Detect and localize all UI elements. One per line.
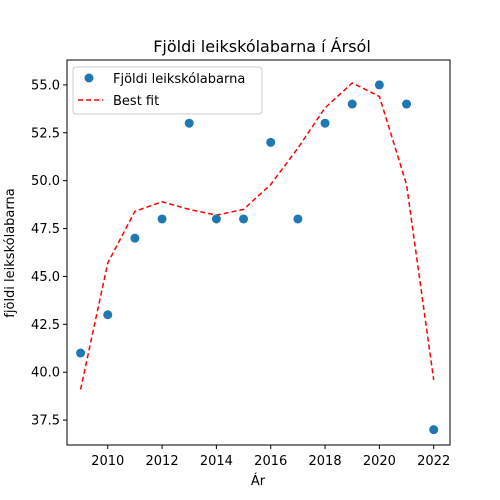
plot-area-frame bbox=[66, 59, 451, 446]
x-tick-label: 2010 bbox=[91, 454, 124, 469]
legend: Fjöldi leikskólabarna Best fit bbox=[72, 66, 263, 115]
y-tick-label: 47.5 bbox=[31, 222, 60, 237]
x-tick-label: 2022 bbox=[417, 454, 450, 469]
x-tick-label: 2014 bbox=[200, 454, 233, 469]
x-tick-label: 2020 bbox=[363, 454, 396, 469]
y-axis-label: fjöldi leikskólabarna bbox=[3, 188, 18, 317]
legend-box bbox=[72, 66, 263, 115]
y-tick-label: 45.0 bbox=[31, 270, 60, 285]
scatter-point bbox=[157, 214, 167, 224]
best-fit-line bbox=[79, 82, 435, 390]
best-fit-layer bbox=[79, 82, 435, 390]
x-tick-label: 2012 bbox=[146, 454, 179, 469]
scatter-point bbox=[429, 425, 439, 435]
scatter-point bbox=[76, 348, 86, 358]
scatter-point bbox=[184, 118, 194, 128]
scatter-point bbox=[374, 80, 384, 90]
scatter-point bbox=[266, 137, 276, 147]
scatter-point bbox=[293, 214, 303, 224]
y-tick-label: 50.0 bbox=[31, 174, 60, 189]
scatter-point bbox=[103, 310, 113, 320]
x-tick-label: 2018 bbox=[309, 454, 342, 469]
scatter-point bbox=[402, 99, 412, 109]
y-axis-ticks: 37.5 40.0 42.5 45.0 47.5 50.0 52.5 55.0 bbox=[31, 78, 67, 429]
y-tick-label: 40.0 bbox=[31, 366, 60, 381]
scatter-point bbox=[211, 214, 221, 224]
y-tick-label: 37.5 bbox=[31, 414, 60, 429]
legend-label-points: Fjöldi leikskólabarna bbox=[113, 72, 245, 87]
x-tick-label: 2016 bbox=[254, 454, 287, 469]
y-tick-label: 55.0 bbox=[31, 78, 60, 93]
legend-label-best-fit: Best fit bbox=[113, 94, 159, 109]
scatter-point bbox=[130, 233, 140, 243]
scatter-point bbox=[320, 118, 330, 128]
x-axis-label: Ár bbox=[251, 473, 266, 489]
chart-title: Fjöldi leikskólabarna í Ársól bbox=[153, 37, 371, 56]
legend-marker-points bbox=[84, 73, 94, 83]
scatter-point bbox=[347, 99, 357, 109]
y-tick-label: 42.5 bbox=[31, 318, 60, 333]
x-axis-ticks: 2010 2012 2014 2016 2018 2020 2022 bbox=[91, 445, 450, 469]
scatter-point bbox=[239, 214, 249, 224]
y-tick-label: 52.5 bbox=[31, 126, 60, 141]
scatter-points-layer bbox=[76, 80, 439, 435]
